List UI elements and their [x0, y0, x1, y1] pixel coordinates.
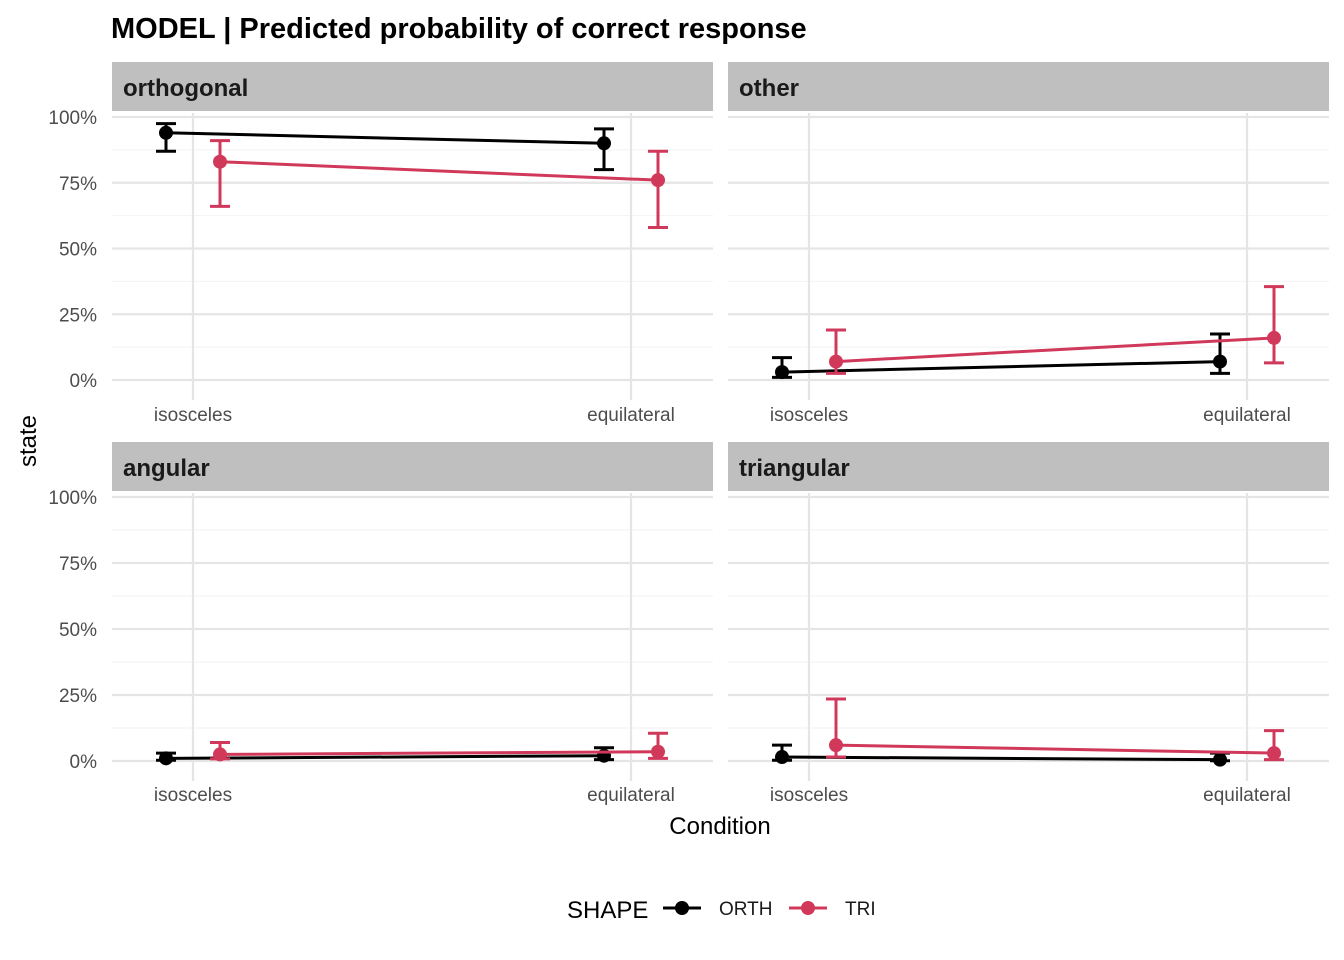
- chart-panels: orthogonal 0% 25% 50% 75% 100% isosceles equila…: [48, 62, 1329, 806]
- series-line: [781, 360, 1221, 374]
- series-line: [781, 755, 1221, 762]
- x-tick-label: equilateral: [587, 405, 675, 426]
- facet-label: angular: [123, 455, 210, 482]
- x-tick-label: equilateral: [587, 785, 675, 806]
- facet-strip: [112, 62, 713, 111]
- x-tick-label: isosceles: [770, 405, 848, 426]
- series-ORTH: [156, 746, 614, 766]
- y-tick-label: 100%: [48, 488, 97, 509]
- data-point: [651, 744, 665, 759]
- data-point: [159, 751, 173, 766]
- panel-triangular: triangular isosceles equilateral: [728, 442, 1329, 806]
- series-TRI: [210, 139, 668, 229]
- facet-label: orthogonal: [123, 75, 248, 102]
- y-tick-label: 75%: [59, 174, 97, 195]
- y-tick-label: 25%: [59, 305, 97, 326]
- series-line: [835, 743, 1275, 755]
- series-line: [165, 754, 605, 760]
- facet-strip: [728, 442, 1329, 491]
- legend-title: SHAPE: [567, 897, 648, 924]
- chart-title: MODEL | Predicted probability of correct…: [111, 13, 807, 45]
- data-point: [1213, 752, 1227, 767]
- panel-other: other isosceles equilateral: [728, 62, 1329, 426]
- data-point: [213, 747, 227, 762]
- data-point: [1213, 354, 1227, 369]
- data-point: [597, 136, 611, 151]
- y-tick-label: 0%: [70, 371, 98, 392]
- data-point: [1267, 746, 1281, 761]
- y-tick-label: 0%: [70, 752, 98, 773]
- y-tick-label: 75%: [59, 554, 97, 575]
- facet-label: triangular: [739, 455, 850, 482]
- series-line: [219, 160, 659, 182]
- facet-strip: [728, 62, 1329, 111]
- x-tick-label: isosceles: [154, 405, 232, 426]
- data-point: [829, 738, 843, 753]
- y-tick-label: 50%: [59, 240, 97, 261]
- y-tick-label: 100%: [48, 108, 97, 129]
- data-point: [775, 750, 789, 765]
- panel-orthogonal: orthogonal 0% 25% 50% 75% 100% isosceles equila…: [48, 62, 713, 426]
- series-line: [835, 336, 1275, 364]
- y-tick-label: 50%: [59, 620, 97, 641]
- legend: SHAPE ORTH TRI: [567, 897, 876, 924]
- legend-key-point: [675, 901, 689, 915]
- series-ORTH: [156, 122, 614, 172]
- legend-label: TRI: [845, 899, 876, 920]
- series-line: [219, 750, 659, 756]
- x-axis-title: Condition: [669, 813, 770, 840]
- facet-strip: [112, 442, 713, 491]
- data-point: [213, 154, 227, 169]
- x-tick-label: isosceles: [154, 785, 232, 806]
- series-TRI: [826, 697, 1284, 762]
- y-axis-title: state: [15, 415, 42, 467]
- x-tick-label: isosceles: [770, 785, 848, 806]
- data-point: [829, 354, 843, 369]
- series-line: [165, 131, 605, 145]
- data-point: [1267, 330, 1281, 345]
- x-tick-label: equilateral: [1203, 405, 1291, 426]
- y-tick-label: 25%: [59, 686, 97, 707]
- x-tick-label: equilateral: [1203, 785, 1291, 806]
- facet-label: other: [739, 75, 799, 102]
- series-ORTH: [772, 743, 1230, 767]
- series-TRI: [826, 285, 1284, 375]
- data-point: [651, 173, 665, 188]
- panel-angular: angular 0% 25% 50% 75% 100% isosceles equilater…: [48, 442, 713, 806]
- legend-label: ORTH: [719, 899, 772, 920]
- legend-key-point: [801, 901, 815, 915]
- data-point: [159, 125, 173, 140]
- series-TRI: [210, 731, 668, 762]
- data-point: [775, 365, 789, 380]
